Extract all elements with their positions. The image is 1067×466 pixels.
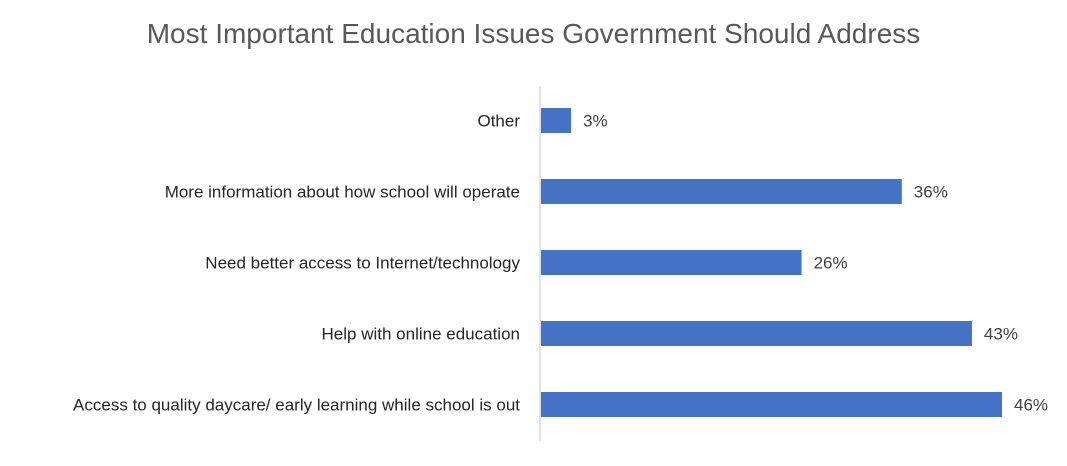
bar-0 bbox=[541, 108, 572, 133]
category-label-4: Access to quality daycare/ early learnin… bbox=[73, 396, 520, 415]
bar-2 bbox=[541, 250, 802, 275]
chart-title: Most Important Education Issues Governme… bbox=[146, 18, 921, 49]
category-label-1: More information about how school will o… bbox=[165, 183, 520, 202]
category-label-0: Other bbox=[477, 112, 520, 131]
bar-3 bbox=[541, 321, 972, 346]
data-label-4: 46% bbox=[1014, 396, 1048, 415]
bar-1 bbox=[541, 179, 902, 204]
data-label-1: 36% bbox=[914, 183, 948, 202]
data-label-3: 43% bbox=[984, 325, 1018, 344]
category-label-3: Help with online education bbox=[322, 325, 520, 344]
data-label-2: 26% bbox=[814, 254, 848, 273]
data-label-0: 3% bbox=[583, 112, 608, 131]
category-label-2: Need better access to Internet/technolog… bbox=[205, 254, 520, 273]
bar-4 bbox=[541, 392, 1002, 417]
